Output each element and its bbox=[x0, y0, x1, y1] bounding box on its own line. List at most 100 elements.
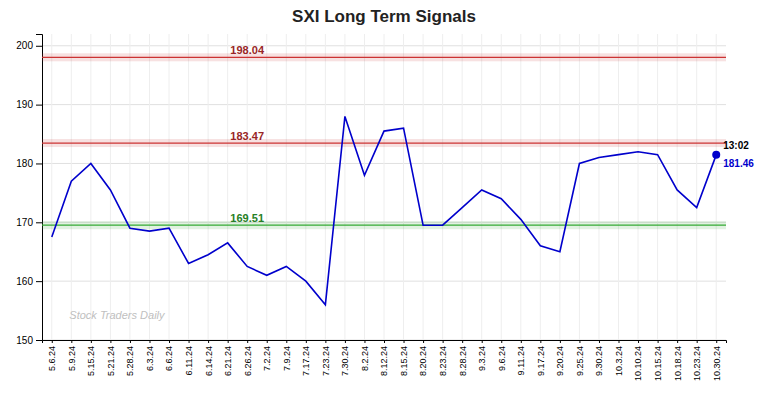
x-tick-label: 6.14.24 bbox=[203, 346, 213, 376]
x-tick-label: 6.6.24 bbox=[164, 346, 174, 371]
x-tick-label: 10.23.24 bbox=[692, 346, 702, 381]
level-line bbox=[42, 142, 726, 143]
y-tick: 180 bbox=[16, 158, 42, 169]
x-tick: 10.18.24 bbox=[673, 340, 683, 381]
y-tick: 170 bbox=[16, 217, 42, 228]
y-tick-mark bbox=[36, 340, 42, 341]
x-tick-label: 10.10.24 bbox=[633, 346, 643, 381]
x-tick-mark bbox=[482, 340, 483, 343]
y-tick-label: 150 bbox=[16, 335, 33, 346]
x-tick-mark bbox=[384, 340, 385, 343]
x-tick: 9.30.24 bbox=[594, 340, 604, 376]
level-line bbox=[42, 57, 726, 58]
x-tick-label: 9.6.24 bbox=[497, 346, 507, 371]
x-tick: 6.11.24 bbox=[184, 340, 194, 375]
x-grid-line bbox=[188, 34, 189, 340]
x-tick-mark bbox=[677, 340, 678, 343]
x-tick: 7.17.24 bbox=[301, 340, 311, 376]
x-tick-mark bbox=[716, 340, 717, 343]
x-grid-line bbox=[90, 34, 91, 340]
x-tick: 9.20.24 bbox=[555, 340, 565, 376]
y-tick-mark bbox=[36, 222, 42, 223]
annotation: 13:02 bbox=[723, 140, 749, 151]
x-tick-label: 6.3.24 bbox=[145, 346, 155, 371]
x-tick: 9.11.24 bbox=[516, 340, 526, 375]
x-grid-line bbox=[305, 34, 306, 340]
level-label: 169.51 bbox=[230, 212, 264, 224]
texts: 198.04183.47169.5113:02181.46Stock Trade… bbox=[69, 44, 754, 320]
x-tick: 5.28.24 bbox=[125, 340, 135, 376]
x-tick: 7.23.24 bbox=[321, 340, 331, 376]
x-tick-mark bbox=[560, 340, 561, 343]
x-tick-mark bbox=[267, 340, 268, 343]
level-band bbox=[42, 139, 726, 147]
last-value-label: 181.46 bbox=[723, 158, 754, 169]
x-tick-mark bbox=[247, 340, 248, 343]
x-tick-label: 8.2.24 bbox=[360, 346, 370, 371]
y-tick-mark bbox=[36, 281, 42, 282]
x-grid-line bbox=[442, 34, 443, 340]
y-tick-label: 180 bbox=[16, 158, 33, 169]
x-tick: 5.9.24 bbox=[67, 340, 77, 371]
x-tick-label: 5.9.24 bbox=[67, 346, 77, 371]
y-tick: 160 bbox=[16, 276, 42, 287]
x-grid-line bbox=[129, 34, 130, 340]
x-tick: 10.15.24 bbox=[653, 340, 663, 381]
x-grid-line bbox=[677, 34, 678, 340]
x-tick: 8.2.24 bbox=[360, 340, 370, 371]
x-tick-label: 9.11.24 bbox=[516, 346, 526, 375]
plot: 150 160 170 180 190 200 5.6.24 5.9.24 5.15.24 5.2… bbox=[16, 34, 754, 381]
y-tick-label: 160 bbox=[16, 276, 33, 287]
x-tick-mark bbox=[110, 340, 111, 343]
x-tick-mark bbox=[462, 340, 463, 343]
x-grid-line bbox=[423, 34, 424, 340]
x-tick-label: 5.28.24 bbox=[125, 346, 135, 376]
x-tick: 8.28.24 bbox=[458, 340, 468, 376]
x-tick-mark bbox=[345, 340, 346, 343]
x-tick-mark bbox=[599, 340, 600, 343]
x-tick-mark bbox=[423, 340, 424, 343]
x-tick-label: 8.20.24 bbox=[418, 346, 428, 376]
x-grid-line bbox=[716, 34, 717, 340]
x-grid-line bbox=[520, 34, 521, 340]
x-tick: 6.14.24 bbox=[203, 340, 213, 376]
x-grid-line bbox=[403, 34, 404, 340]
x-grid-line bbox=[501, 34, 502, 340]
x-tick: 5.15.24 bbox=[86, 340, 96, 376]
x-grid-line bbox=[71, 34, 72, 340]
y-tick: 150 bbox=[16, 335, 42, 346]
x-tick-mark bbox=[306, 340, 307, 343]
x-tick: 9.3.24 bbox=[477, 340, 487, 371]
x-grid-line bbox=[149, 34, 150, 340]
x-tick-mark bbox=[228, 340, 229, 343]
x-tick: 10.3.24 bbox=[614, 340, 624, 376]
x-tick: 10.10.24 bbox=[633, 340, 643, 381]
x-tick-label: 7.17.24 bbox=[301, 346, 311, 376]
x-grid-line bbox=[559, 34, 560, 340]
x-axis: 5.6.245.9.245.15.245.21.245.28.246.3.246… bbox=[43, 340, 727, 381]
last-point bbox=[712, 151, 720, 159]
x-tick-mark bbox=[189, 340, 190, 343]
x-grid-line bbox=[344, 34, 345, 340]
x-grid-line bbox=[598, 34, 599, 340]
y-tick: 190 bbox=[16, 99, 42, 110]
x-tick: 7.30.24 bbox=[340, 340, 350, 376]
level-band bbox=[42, 53, 726, 61]
x-tick-label: 7.9.24 bbox=[282, 346, 292, 371]
y-tick-label: 190 bbox=[16, 99, 33, 110]
x-tick: 5.6.24 bbox=[47, 340, 57, 371]
x-grid-line bbox=[540, 34, 541, 340]
y-tick: 200 bbox=[16, 40, 42, 51]
x-tick-label: 10.18.24 bbox=[673, 346, 683, 381]
x-grid-line bbox=[110, 34, 111, 340]
x-tick-mark bbox=[325, 340, 326, 343]
x-tick: 8.12.24 bbox=[379, 340, 389, 376]
level-label: 183.47 bbox=[230, 130, 264, 142]
x-tick-mark bbox=[697, 340, 698, 343]
level-band bbox=[42, 221, 726, 229]
x-grid-line bbox=[227, 34, 228, 340]
level-line bbox=[42, 225, 726, 226]
x-tick-mark bbox=[404, 340, 405, 343]
x-grid-line bbox=[51, 34, 52, 340]
x-grid-line bbox=[208, 34, 209, 340]
